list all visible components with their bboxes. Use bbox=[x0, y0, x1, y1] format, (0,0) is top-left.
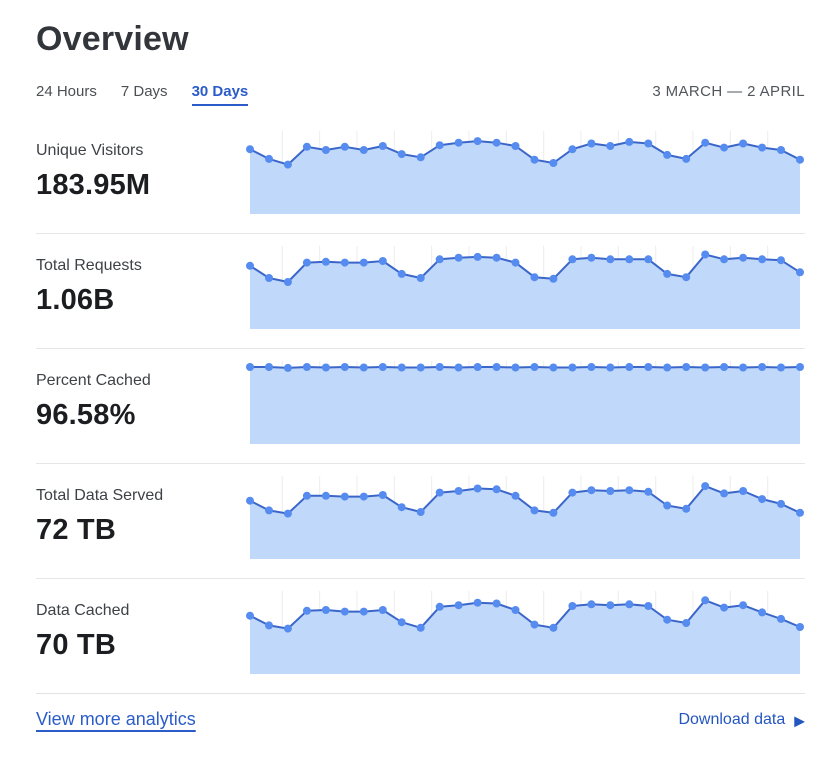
sparkline-chart-total-requests bbox=[246, 246, 804, 329]
metric-info: Unique Visitors 183.95M bbox=[36, 131, 245, 202]
metric-row-total-data-served: Total Data Served 72 TB bbox=[36, 463, 805, 578]
view-more-analytics-link[interactable]: View more analytics bbox=[36, 709, 196, 729]
page-title: Overview bbox=[36, 20, 189, 58]
time-range-tabs: 24 Hours 7 Days 30 Days bbox=[36, 83, 249, 106]
metric-label: Total Data Served bbox=[36, 487, 164, 504]
play-triangle-icon: ▶ bbox=[794, 712, 805, 728]
tab-30-days[interactable]: 30 Days bbox=[191, 83, 249, 106]
metric-value: 1.06B bbox=[36, 284, 115, 316]
sparkline-chart-total-data-served bbox=[246, 476, 804, 559]
tab-24-hours[interactable]: 24 Hours bbox=[36, 83, 97, 100]
analytics-overview-panel: Overview 24 Hours 7 Days 30 Days 3 MARCH… bbox=[36, 20, 805, 730]
metric-label: Data Cached bbox=[36, 602, 130, 619]
metric-label: Percent Cached bbox=[36, 372, 151, 389]
date-range-label: 3 MARCH — 2 APRIL bbox=[652, 83, 805, 100]
metric-row-percent-cached: Percent Cached 96.58% bbox=[36, 348, 805, 463]
metric-value: 72 TB bbox=[36, 514, 116, 546]
metric-row-data-cached: Data Cached 70 TB bbox=[36, 578, 805, 693]
metric-value: 70 TB bbox=[36, 629, 116, 661]
metric-info: Percent Cached 96.58% bbox=[36, 361, 245, 432]
metric-row-total-requests: Total Requests 1.06B bbox=[36, 233, 805, 348]
metric-info: Total Requests 1.06B bbox=[36, 246, 245, 317]
time-controls-row: 24 Hours 7 Days 30 Days 3 MARCH — 2 APRI… bbox=[36, 83, 805, 106]
metric-value: 96.58% bbox=[36, 399, 136, 431]
tab-7-days[interactable]: 7 Days bbox=[120, 83, 168, 100]
metric-value: 183.95M bbox=[36, 169, 151, 201]
metric-info: Data Cached 70 TB bbox=[36, 591, 245, 662]
metric-label: Unique Visitors bbox=[36, 142, 144, 159]
download-data-link[interactable]: Download data ▶ bbox=[678, 711, 805, 729]
metric-label: Total Requests bbox=[36, 257, 142, 274]
sparkline-chart-unique-visitors bbox=[246, 131, 804, 214]
metric-info: Total Data Served 72 TB bbox=[36, 476, 245, 547]
metric-row-unique-visitors: Unique Visitors 183.95M bbox=[36, 119, 805, 233]
sparkline-chart-percent-cached bbox=[246, 361, 804, 444]
download-data-label: Download data bbox=[678, 710, 786, 728]
sparkline-chart-data-cached bbox=[246, 591, 804, 674]
footer-actions: View more analytics Download data ▶ bbox=[36, 693, 805, 730]
